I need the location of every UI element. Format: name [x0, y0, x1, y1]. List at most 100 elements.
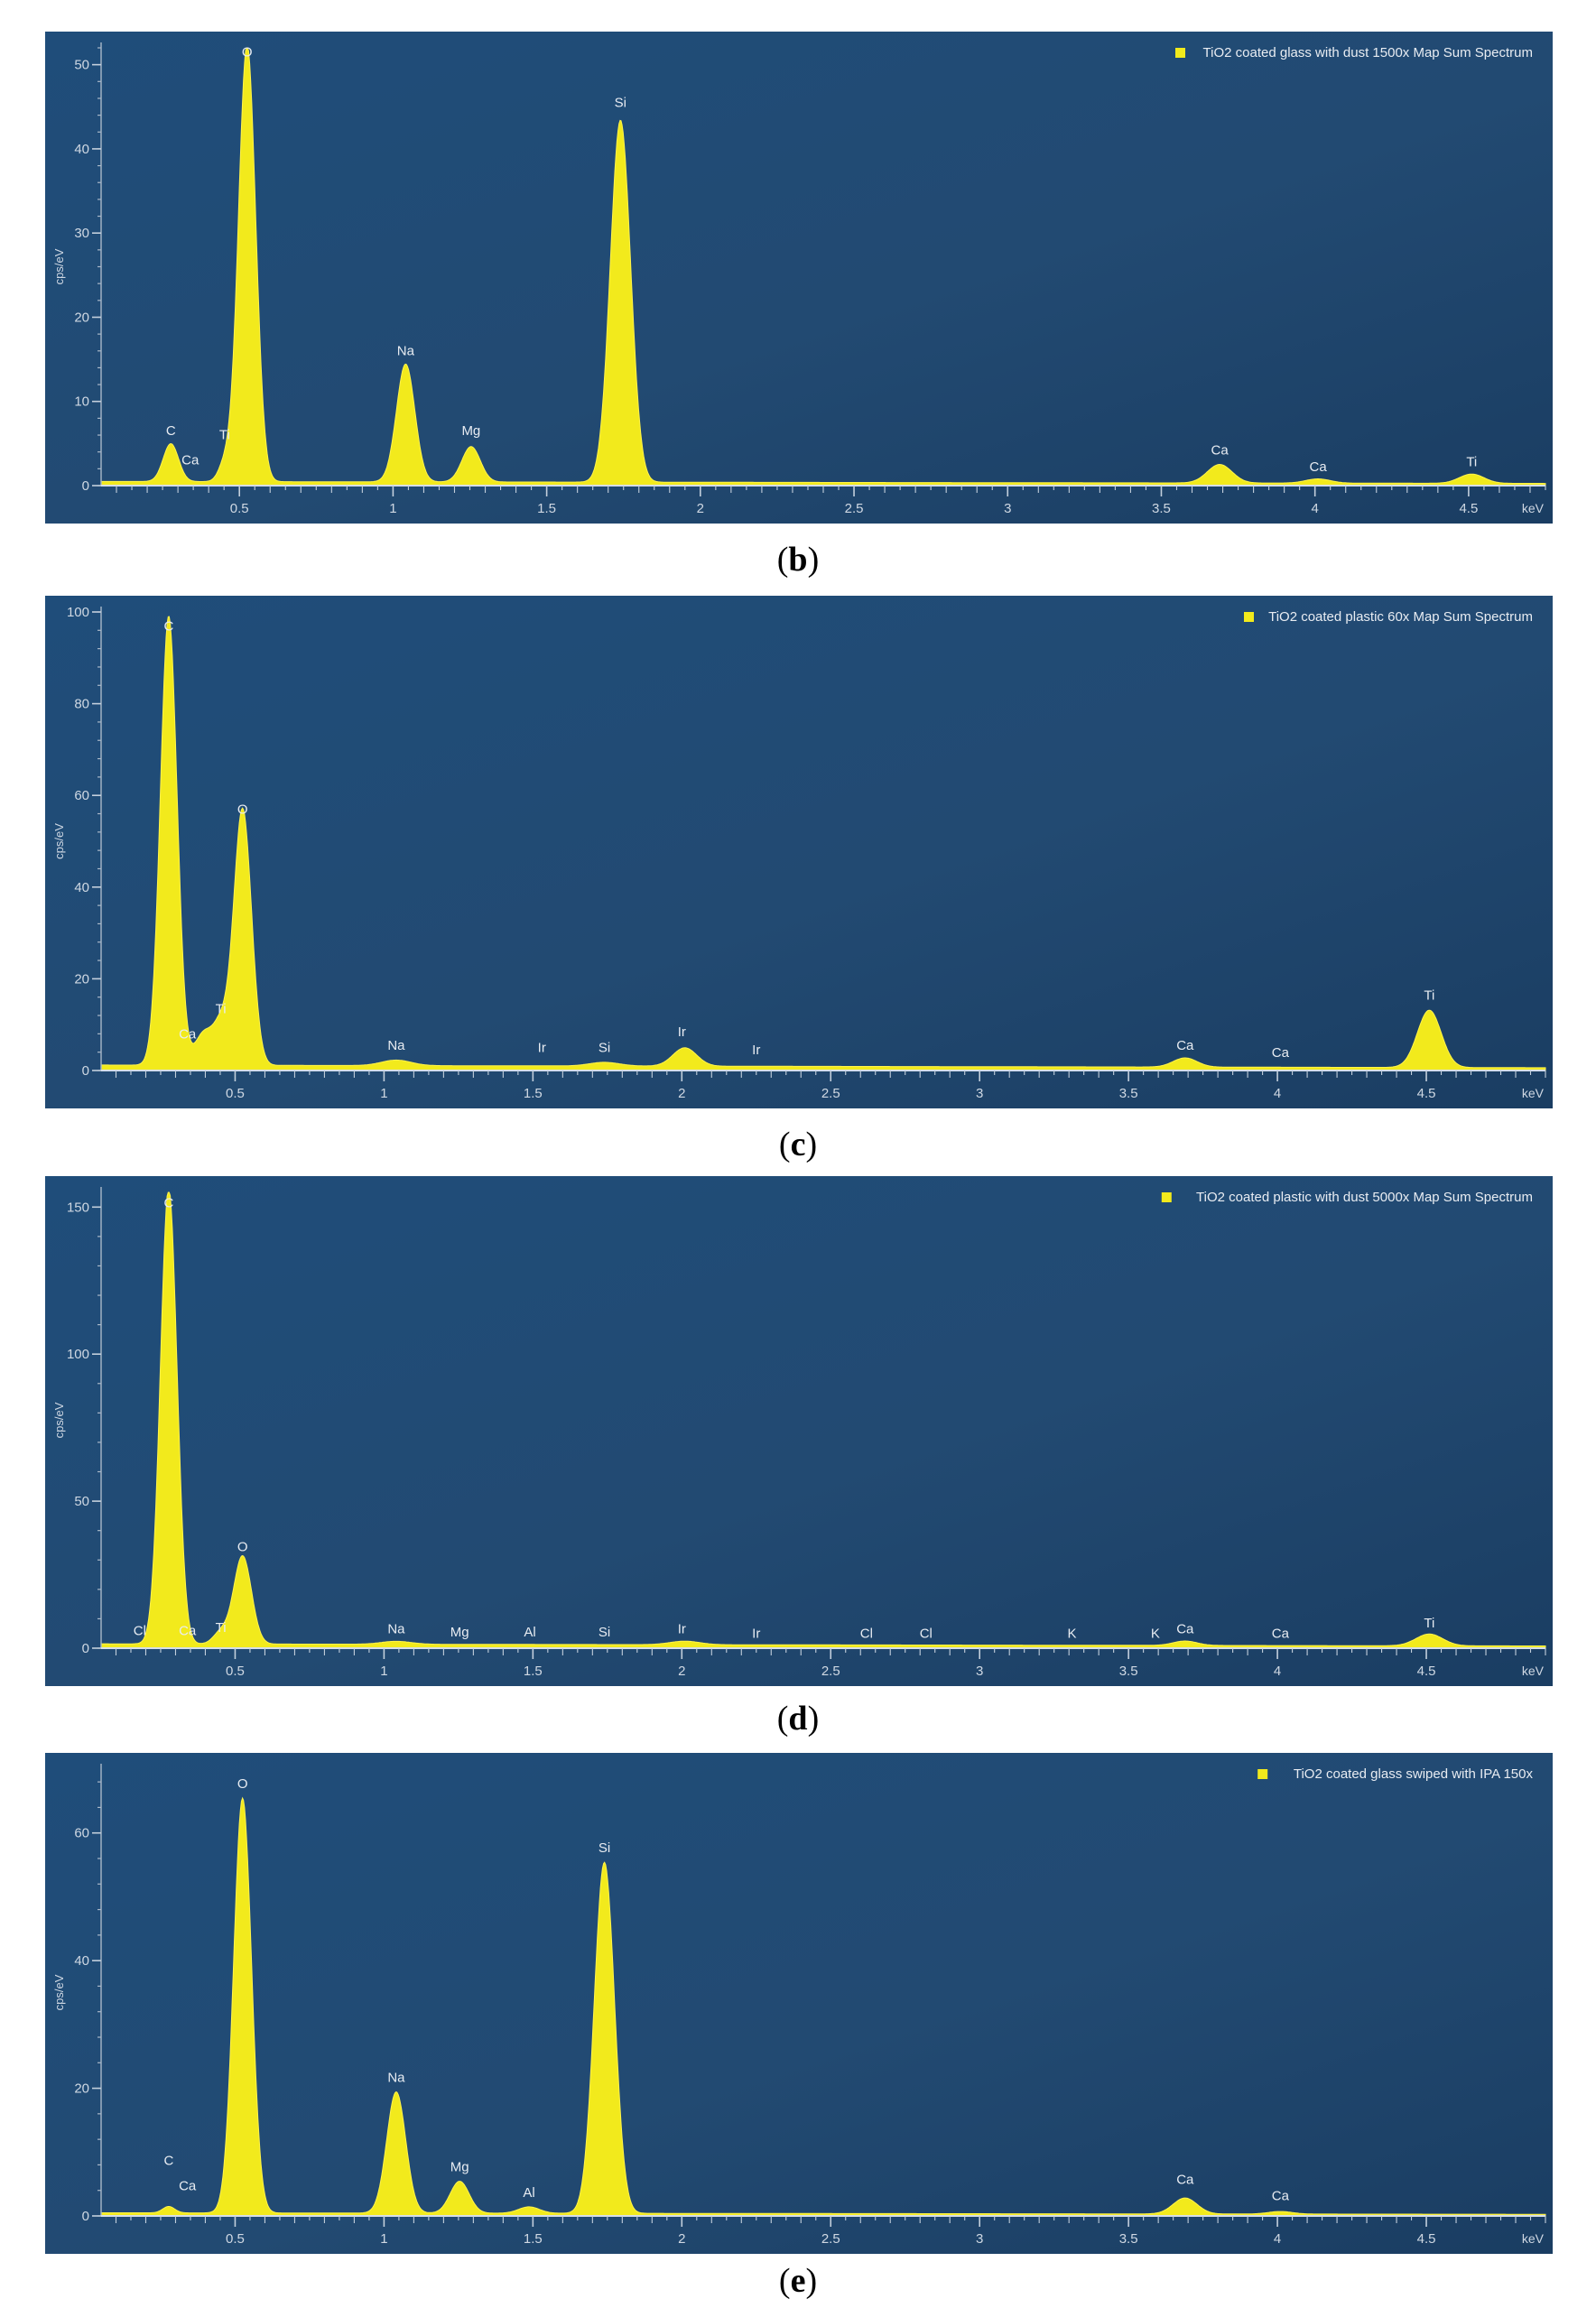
- peak-label: Ca: [1272, 1627, 1290, 1642]
- y-tick-label: 40: [74, 142, 89, 157]
- peak-label: Cl: [920, 1627, 933, 1642]
- spectrum-area: [100, 1796, 1546, 2217]
- y-tick-label: 0: [82, 2209, 89, 2224]
- peak-label: Ti: [216, 1620, 227, 1636]
- x-tick-label: 4: [1274, 1664, 1281, 1679]
- peak-label: Ti: [1424, 1616, 1434, 1631]
- peak-label: Cl: [860, 1627, 873, 1642]
- peak-label: Cl: [134, 1623, 146, 1638]
- legend-label: TiO2 coated glass swiped with IPA 150x: [1294, 1766, 1534, 1782]
- peak-label: C: [163, 1195, 173, 1210]
- peak-label: K: [1151, 1627, 1160, 1642]
- peak-label: Ti: [216, 1002, 227, 1017]
- peak-label: Ca: [1272, 1045, 1290, 1061]
- x-tick-label: 2: [697, 501, 704, 516]
- peak-label: O: [237, 1539, 248, 1554]
- peak-label: Ca: [1176, 2173, 1194, 2188]
- peak-label: Ca: [1211, 442, 1229, 458]
- peak-label: Na: [387, 2071, 405, 2086]
- y-tick-label: 50: [74, 1494, 89, 1509]
- y-axis-label: cps/eV: [52, 1402, 66, 1438]
- y-tick-label: 100: [67, 605, 89, 620]
- spectrum-chart-e: 0 20 40 60 cps/eV 0.5 1 1.5 2 2.5 3 3.5 4 4.5 keV C Ca O N…: [45, 1753, 1553, 2254]
- x-tick-label: 0.5: [226, 1664, 245, 1679]
- spectrum-panel-d: 0 50 100 150 cps/eV 0.5 1 1.5 2 2.5 3 3.5 4 4.5 keV C Cl…: [45, 1176, 1553, 1686]
- caption-c: (c): [778, 1126, 818, 1163]
- y-axis-label: cps/eV: [52, 1974, 66, 2010]
- x-tick-label: 1.5: [537, 501, 556, 516]
- spectrum-area: [100, 47, 1546, 487]
- y-tick-label: 0: [82, 1641, 89, 1656]
- y-tick-label: 60: [74, 788, 89, 803]
- peak-label: Ca: [1272, 2188, 1290, 2203]
- peak-label: Ca: [1309, 459, 1327, 475]
- y-tick-label: 60: [74, 1826, 89, 1841]
- y-tick-label: 20: [74, 310, 89, 325]
- x-tick-label: 2.5: [821, 2231, 840, 2247]
- peak-label: C: [163, 2153, 173, 2168]
- chart-background: [45, 32, 1553, 524]
- peak-label: Mg: [450, 2160, 469, 2175]
- peak-label: Si: [598, 1840, 610, 1856]
- x-tick-label: 2: [678, 1086, 685, 1101]
- x-tick-label: 2: [678, 1664, 685, 1679]
- y-tick-label: 0: [82, 478, 89, 494]
- peak-label: O: [237, 1776, 248, 1792]
- peak-label: Si: [615, 95, 626, 110]
- legend-label: TiO2 coated glass with dust 1500x Map Su…: [1203, 45, 1533, 60]
- legend-swatch: [1257, 1769, 1268, 1779]
- peak-label: Ca: [1176, 1622, 1194, 1637]
- x-tick-label: 2.5: [821, 1664, 840, 1679]
- x-tick-label: 4: [1274, 1086, 1281, 1101]
- peak-label: Si: [598, 1041, 610, 1056]
- x-tick-label: 2.5: [821, 1086, 840, 1101]
- y-tick-label: 20: [74, 971, 89, 987]
- peak-label: Ir: [538, 1041, 546, 1056]
- peak-label: Ir: [752, 1043, 760, 1058]
- y-tick-label: 30: [74, 226, 89, 241]
- caption-b: (b): [776, 541, 820, 579]
- y-tick-label: 100: [67, 1347, 89, 1362]
- x-tick-label: 1.5: [524, 1086, 543, 1101]
- x-tick-label: 1.5: [524, 2231, 543, 2247]
- y-tick-label: 40: [74, 1953, 89, 1969]
- peak-label: Si: [598, 1625, 610, 1640]
- caption-d: (d): [776, 1700, 820, 1738]
- peak-label: Na: [397, 343, 415, 358]
- y-axis-label: cps/eV: [52, 823, 66, 859]
- spectrum-area: [100, 1191, 1546, 1649]
- peak-label: Al: [524, 1625, 535, 1640]
- legend-swatch: [1244, 612, 1254, 622]
- y-tick-label: 40: [74, 880, 89, 895]
- x-tick-label: 3.5: [1119, 1664, 1138, 1679]
- caption-e: (e): [778, 2262, 818, 2300]
- y-tick-label: 20: [74, 2081, 89, 2097]
- x-tick-label: 1: [380, 1664, 387, 1679]
- peak-label: Mg: [461, 423, 480, 439]
- peak-label: Ca: [181, 453, 200, 468]
- x-tick-label: 3: [976, 1086, 983, 1101]
- x-tick-label: 4: [1312, 501, 1319, 516]
- x-axis-unit: keV: [1522, 1086, 1545, 1100]
- chart-background: [45, 596, 1553, 1108]
- peak-label: Ir: [678, 1622, 686, 1637]
- x-axis-unit: keV: [1522, 501, 1545, 515]
- x-tick-label: 4.5: [1417, 2231, 1436, 2247]
- y-tick-label: 10: [74, 394, 89, 410]
- peak-label: C: [163, 618, 173, 634]
- x-tick-label: 1.5: [524, 1664, 543, 1679]
- y-tick-label: 150: [67, 1200, 89, 1215]
- x-tick-label: 0.5: [226, 2231, 245, 2247]
- peak-label: C: [166, 423, 176, 439]
- legend-swatch: [1161, 1192, 1172, 1202]
- peak-label: Ca: [1176, 1038, 1194, 1053]
- legend-label: TiO2 coated plastic 60x Map Sum Spectrum: [1268, 609, 1533, 625]
- x-tick-label: 3: [976, 2231, 983, 2247]
- spectrum-chart-b: 0 10 20 30 40 50 cps/eV 0.5 1 1.5 2 2.5 3 3.5 4 4.5 keV C…: [45, 32, 1553, 524]
- peak-label: Ir: [678, 1024, 686, 1040]
- y-axis-label: cps/eV: [52, 248, 66, 284]
- chart-background: [45, 1176, 1553, 1686]
- peak-label: K: [1067, 1627, 1076, 1642]
- x-tick-label: 3.5: [1119, 1086, 1138, 1101]
- spectrum-panel-b: 0 10 20 30 40 50 cps/eV 0.5 1 1.5 2 2.5 3 3.5 4 4.5 keV C…: [45, 32, 1553, 524]
